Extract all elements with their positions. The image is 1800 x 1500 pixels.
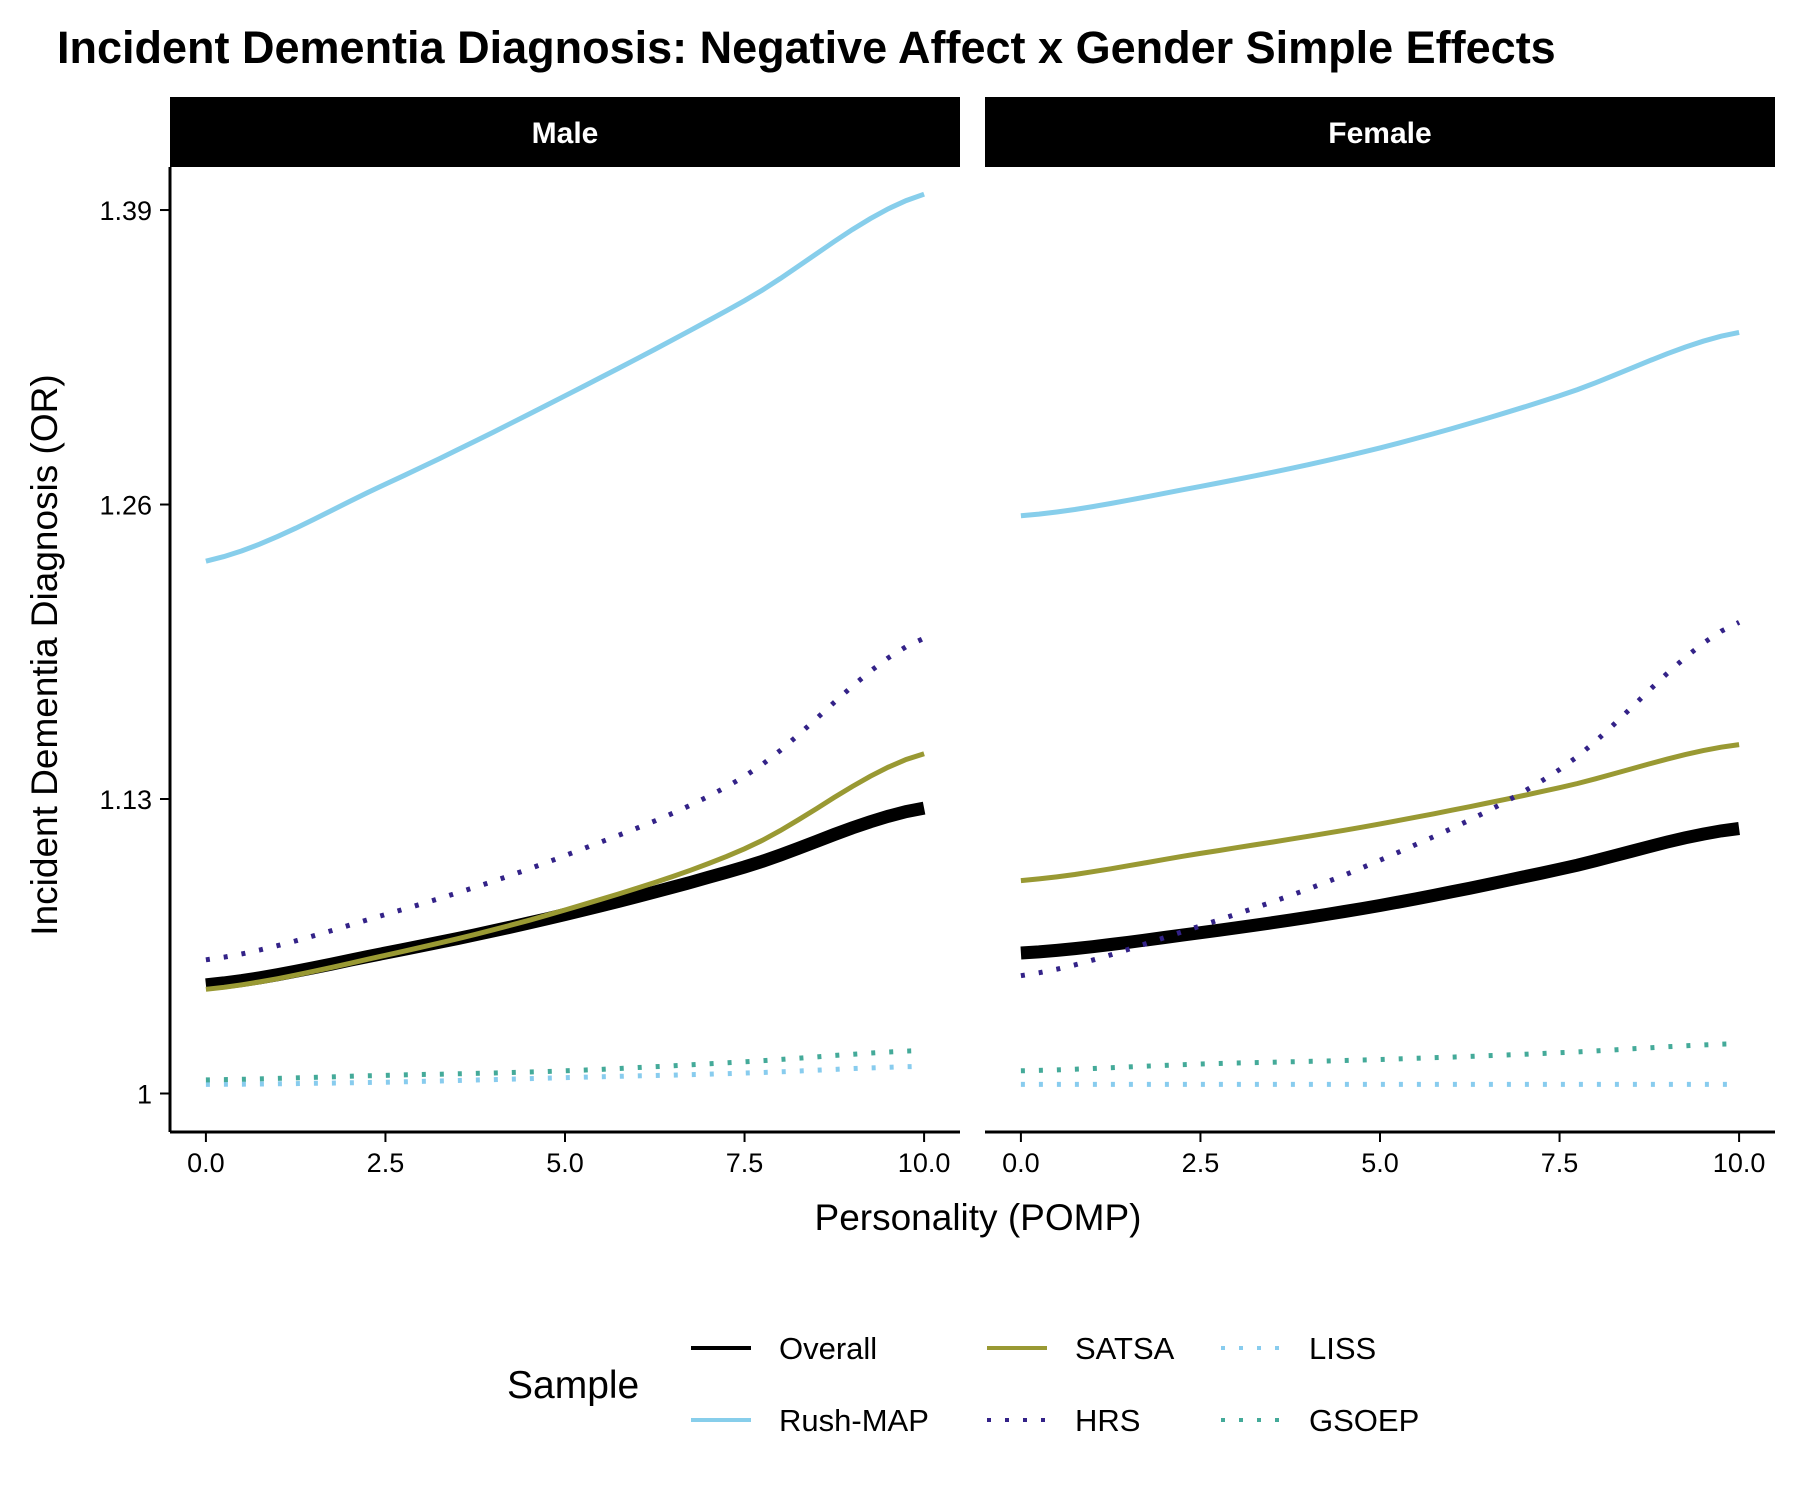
legend-item-overall: Overall xyxy=(691,1331,877,1366)
series-line-hrs xyxy=(1020,620,1741,979)
series-line-gsoep xyxy=(1020,1041,1740,1074)
legend-item-gsoep: GSOEP xyxy=(1221,1403,1419,1438)
x-tick-label: 5.0 xyxy=(546,1148,584,1178)
legend-label: Rush-MAP xyxy=(779,1403,929,1438)
y-tick-label: 1.13 xyxy=(99,785,152,815)
legend-item-liss: LISS xyxy=(1221,1331,1376,1366)
x-tick-label: 0.0 xyxy=(187,1148,225,1178)
facet-panel-female: Female 0.0 2.5 5.0 7.5 10.0 xyxy=(985,97,1775,1178)
chart-title: Incident Dementia Diagnosis: Negative Af… xyxy=(57,22,1556,73)
y-tick-label: 1.26 xyxy=(99,491,152,521)
facet-strip-label: Female xyxy=(1328,117,1431,150)
series-line-liss xyxy=(205,1063,925,1087)
x-tick-label: 0.0 xyxy=(1002,1148,1040,1178)
series-line-gsoep xyxy=(205,1048,925,1083)
legend-label: Overall xyxy=(779,1331,877,1366)
x-tick-label: 7.5 xyxy=(726,1148,764,1178)
x-tick-label: 10.0 xyxy=(1713,1148,1766,1178)
facet-strip xyxy=(985,97,1775,167)
series-line-rush-map xyxy=(205,191,925,564)
facet-panel-male: Male 1 1.13 1.26 1.39 0.0 2.5 5.0 7.5 10.0 xyxy=(99,97,960,1178)
x-tick-label: 2.5 xyxy=(1182,1148,1220,1178)
legend-item-satsa: SATSA xyxy=(987,1331,1175,1366)
series-line-overall xyxy=(1020,822,1740,960)
series-line-overall xyxy=(205,801,926,992)
legend-label: GSOEP xyxy=(1309,1403,1419,1438)
series-line-satsa xyxy=(205,751,925,992)
x-tick-label: 5.0 xyxy=(1361,1148,1399,1178)
legend-item-rush-map: Rush-MAP xyxy=(691,1403,929,1438)
legend-label: SATSA xyxy=(1075,1331,1175,1366)
legend-item-hrs: HRS xyxy=(987,1403,1140,1438)
legend-title: Sample xyxy=(507,1364,639,1407)
facet-strip xyxy=(170,97,960,167)
y-tick-label: 1 xyxy=(137,1079,152,1109)
facet-panels: Male 1 1.13 1.26 1.39 0.0 2.5 5.0 7.5 10.0 Female 0… xyxy=(99,97,1775,1178)
legend: Sample Overall Rush-MAP SATSA HRS LISS GSOEP xyxy=(507,1331,1419,1438)
x-axis-title: Personality (POMP) xyxy=(815,1197,1142,1238)
x-tick-label: 7.5 xyxy=(1541,1148,1579,1178)
series-line-rush-map xyxy=(1020,329,1740,519)
x-tick-label: 2.5 xyxy=(367,1148,405,1178)
legend-label: LISS xyxy=(1309,1331,1376,1366)
y-axis-title: Incident Dementia Diagnosis (OR) xyxy=(24,374,65,935)
y-tick-label: 1.39 xyxy=(99,196,152,226)
legend-label: HRS xyxy=(1075,1403,1140,1438)
series-line-satsa xyxy=(1020,742,1740,884)
x-tick-label: 10.0 xyxy=(898,1148,951,1178)
facet-strip-label: Male xyxy=(532,117,599,150)
